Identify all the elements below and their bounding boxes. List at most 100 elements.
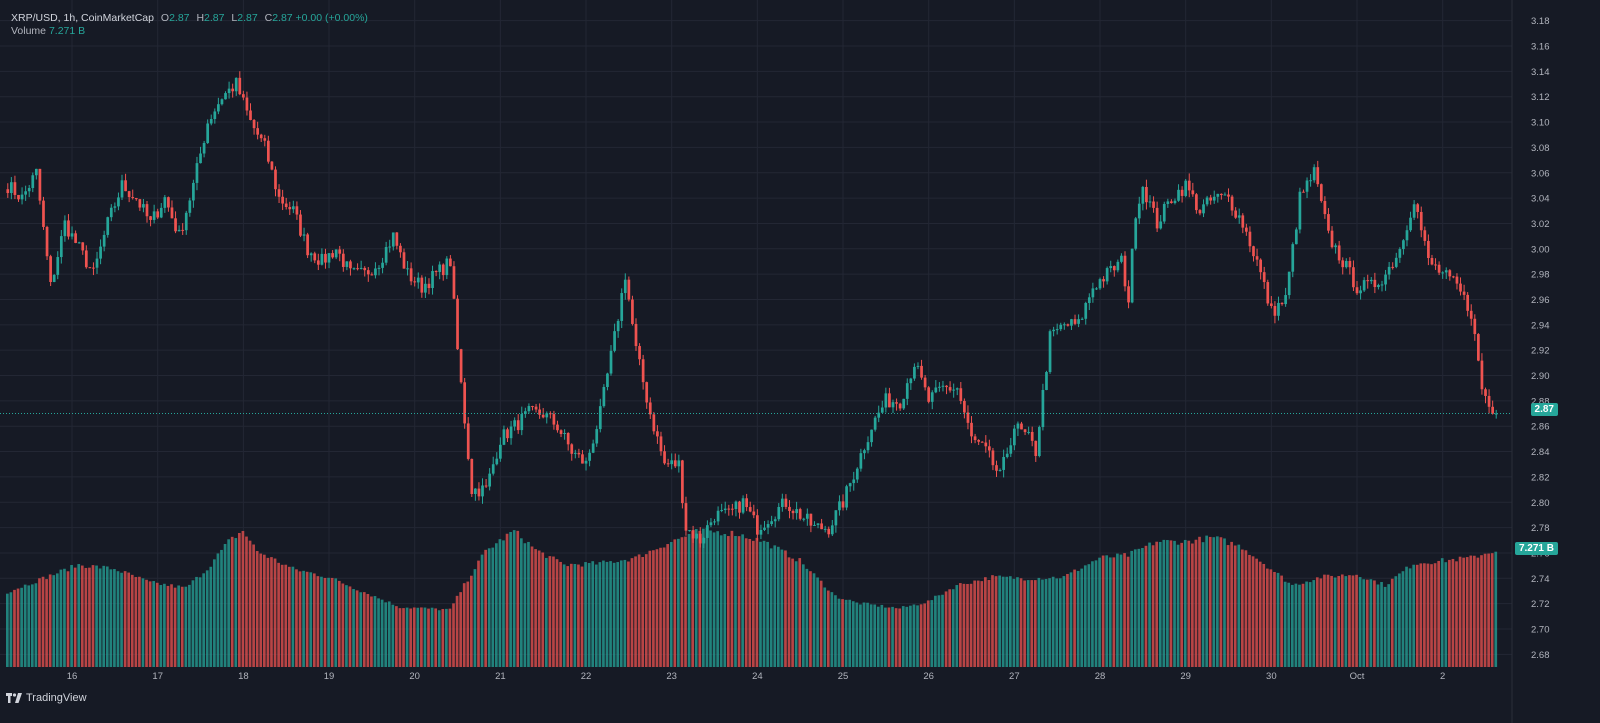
candle-body bbox=[1009, 445, 1013, 454]
volume-bar bbox=[1455, 561, 1458, 667]
candle-body bbox=[1273, 305, 1277, 316]
volume-bar bbox=[1401, 571, 1405, 667]
candle-body bbox=[309, 253, 313, 256]
candle-body bbox=[566, 432, 570, 445]
x-tick-label: 20 bbox=[409, 671, 420, 682]
x-tick-label: 28 bbox=[1095, 671, 1106, 682]
volume-bar bbox=[612, 562, 616, 667]
volume-bar bbox=[1326, 574, 1330, 667]
candle-body bbox=[695, 533, 699, 539]
candle-body bbox=[541, 414, 545, 418]
candle-body bbox=[1037, 427, 1041, 457]
volume-bar bbox=[623, 559, 627, 667]
volume-bar bbox=[1276, 572, 1280, 667]
volume-bar bbox=[1191, 543, 1194, 667]
volume-bar bbox=[141, 578, 145, 667]
volume-bar bbox=[912, 604, 916, 667]
symbol-label[interactable]: XRP/USD, 1h, CoinMarketCap bbox=[11, 12, 154, 24]
volume-bar bbox=[709, 530, 712, 667]
candle-body bbox=[970, 422, 973, 437]
volume-bar bbox=[923, 603, 927, 667]
candle-body bbox=[506, 429, 509, 439]
volume-bar bbox=[430, 607, 434, 667]
volume-bar bbox=[1244, 550, 1248, 667]
volume-bar bbox=[312, 573, 316, 667]
volume-bar bbox=[880, 604, 884, 667]
volume-bar bbox=[876, 606, 880, 667]
candle-body bbox=[474, 488, 477, 495]
volume-bar bbox=[20, 587, 23, 667]
volume-bar bbox=[1369, 579, 1373, 667]
volume-bar bbox=[248, 540, 252, 667]
volume-bar bbox=[752, 540, 755, 667]
volume-bar bbox=[1237, 544, 1241, 667]
candle-body bbox=[1184, 180, 1188, 196]
candle-body bbox=[434, 271, 438, 273]
volume-bar bbox=[566, 566, 570, 667]
candle-body bbox=[1152, 201, 1155, 208]
x-tick-label: 23 bbox=[666, 671, 677, 682]
candle-body bbox=[117, 197, 120, 207]
candle-body bbox=[1494, 413, 1498, 415]
candle-body bbox=[845, 486, 848, 508]
volume-bar bbox=[552, 556, 555, 667]
volume-bar bbox=[1258, 561, 1262, 667]
volume-bar bbox=[341, 583, 345, 667]
y-tick-label: 2.74 bbox=[1531, 574, 1550, 585]
tradingview-logo[interactable]: TradingView bbox=[6, 692, 87, 704]
volume-bar bbox=[541, 552, 545, 667]
candle-body bbox=[366, 270, 370, 275]
volume-bar bbox=[951, 589, 955, 667]
candle-body bbox=[109, 207, 113, 218]
candle-body bbox=[266, 140, 270, 162]
volume-bar bbox=[334, 578, 338, 667]
volume-bar bbox=[1330, 575, 1333, 667]
volume-bar bbox=[198, 577, 202, 667]
volume-bar bbox=[548, 556, 552, 667]
candle-body bbox=[363, 267, 367, 271]
volume-bar bbox=[959, 583, 962, 667]
volume-bar bbox=[1098, 557, 1101, 667]
volume-bar bbox=[287, 566, 291, 667]
volume-bar bbox=[934, 595, 937, 667]
volume-bar bbox=[177, 585, 181, 667]
volume-bar bbox=[420, 607, 423, 667]
candle-body bbox=[984, 442, 988, 447]
volume-bar bbox=[1005, 576, 1009, 667]
volume-bar bbox=[1144, 545, 1148, 667]
volume-bar bbox=[273, 558, 277, 667]
x-tick-label: 26 bbox=[923, 671, 934, 682]
candle-body bbox=[913, 366, 916, 379]
candle-body bbox=[199, 153, 202, 164]
volume-bar bbox=[320, 576, 323, 667]
volume-bar bbox=[537, 550, 541, 667]
y-tick-label: 2.80 bbox=[1531, 498, 1550, 509]
volume-bar bbox=[280, 564, 284, 667]
candle-body bbox=[327, 253, 331, 263]
candle-body bbox=[484, 485, 488, 487]
y-tick-label: 2.94 bbox=[1531, 320, 1550, 331]
candle-body bbox=[413, 281, 417, 283]
volume-bar bbox=[1030, 580, 1034, 667]
open-value: 2.87 bbox=[169, 12, 190, 24]
y-tick-label: 3.06 bbox=[1531, 168, 1550, 179]
volume-bar bbox=[776, 546, 780, 667]
candle-body bbox=[1062, 324, 1066, 326]
volume-bar bbox=[230, 536, 234, 667]
candle-body bbox=[870, 429, 873, 443]
high-label: H bbox=[196, 12, 205, 24]
candle-body bbox=[905, 383, 909, 399]
low-value: 2.87 bbox=[237, 12, 258, 24]
volume-bar bbox=[255, 551, 259, 667]
volume-label[interactable]: Volume bbox=[11, 25, 47, 37]
candle-body bbox=[1334, 245, 1337, 248]
candle-body bbox=[1319, 184, 1323, 201]
candle-body bbox=[324, 253, 327, 263]
candle-body bbox=[945, 385, 948, 388]
volume-bar bbox=[52, 575, 56, 667]
candle-body bbox=[773, 519, 777, 522]
candle-body bbox=[170, 207, 174, 219]
volume-bar bbox=[891, 606, 894, 667]
candle-body bbox=[595, 429, 599, 444]
